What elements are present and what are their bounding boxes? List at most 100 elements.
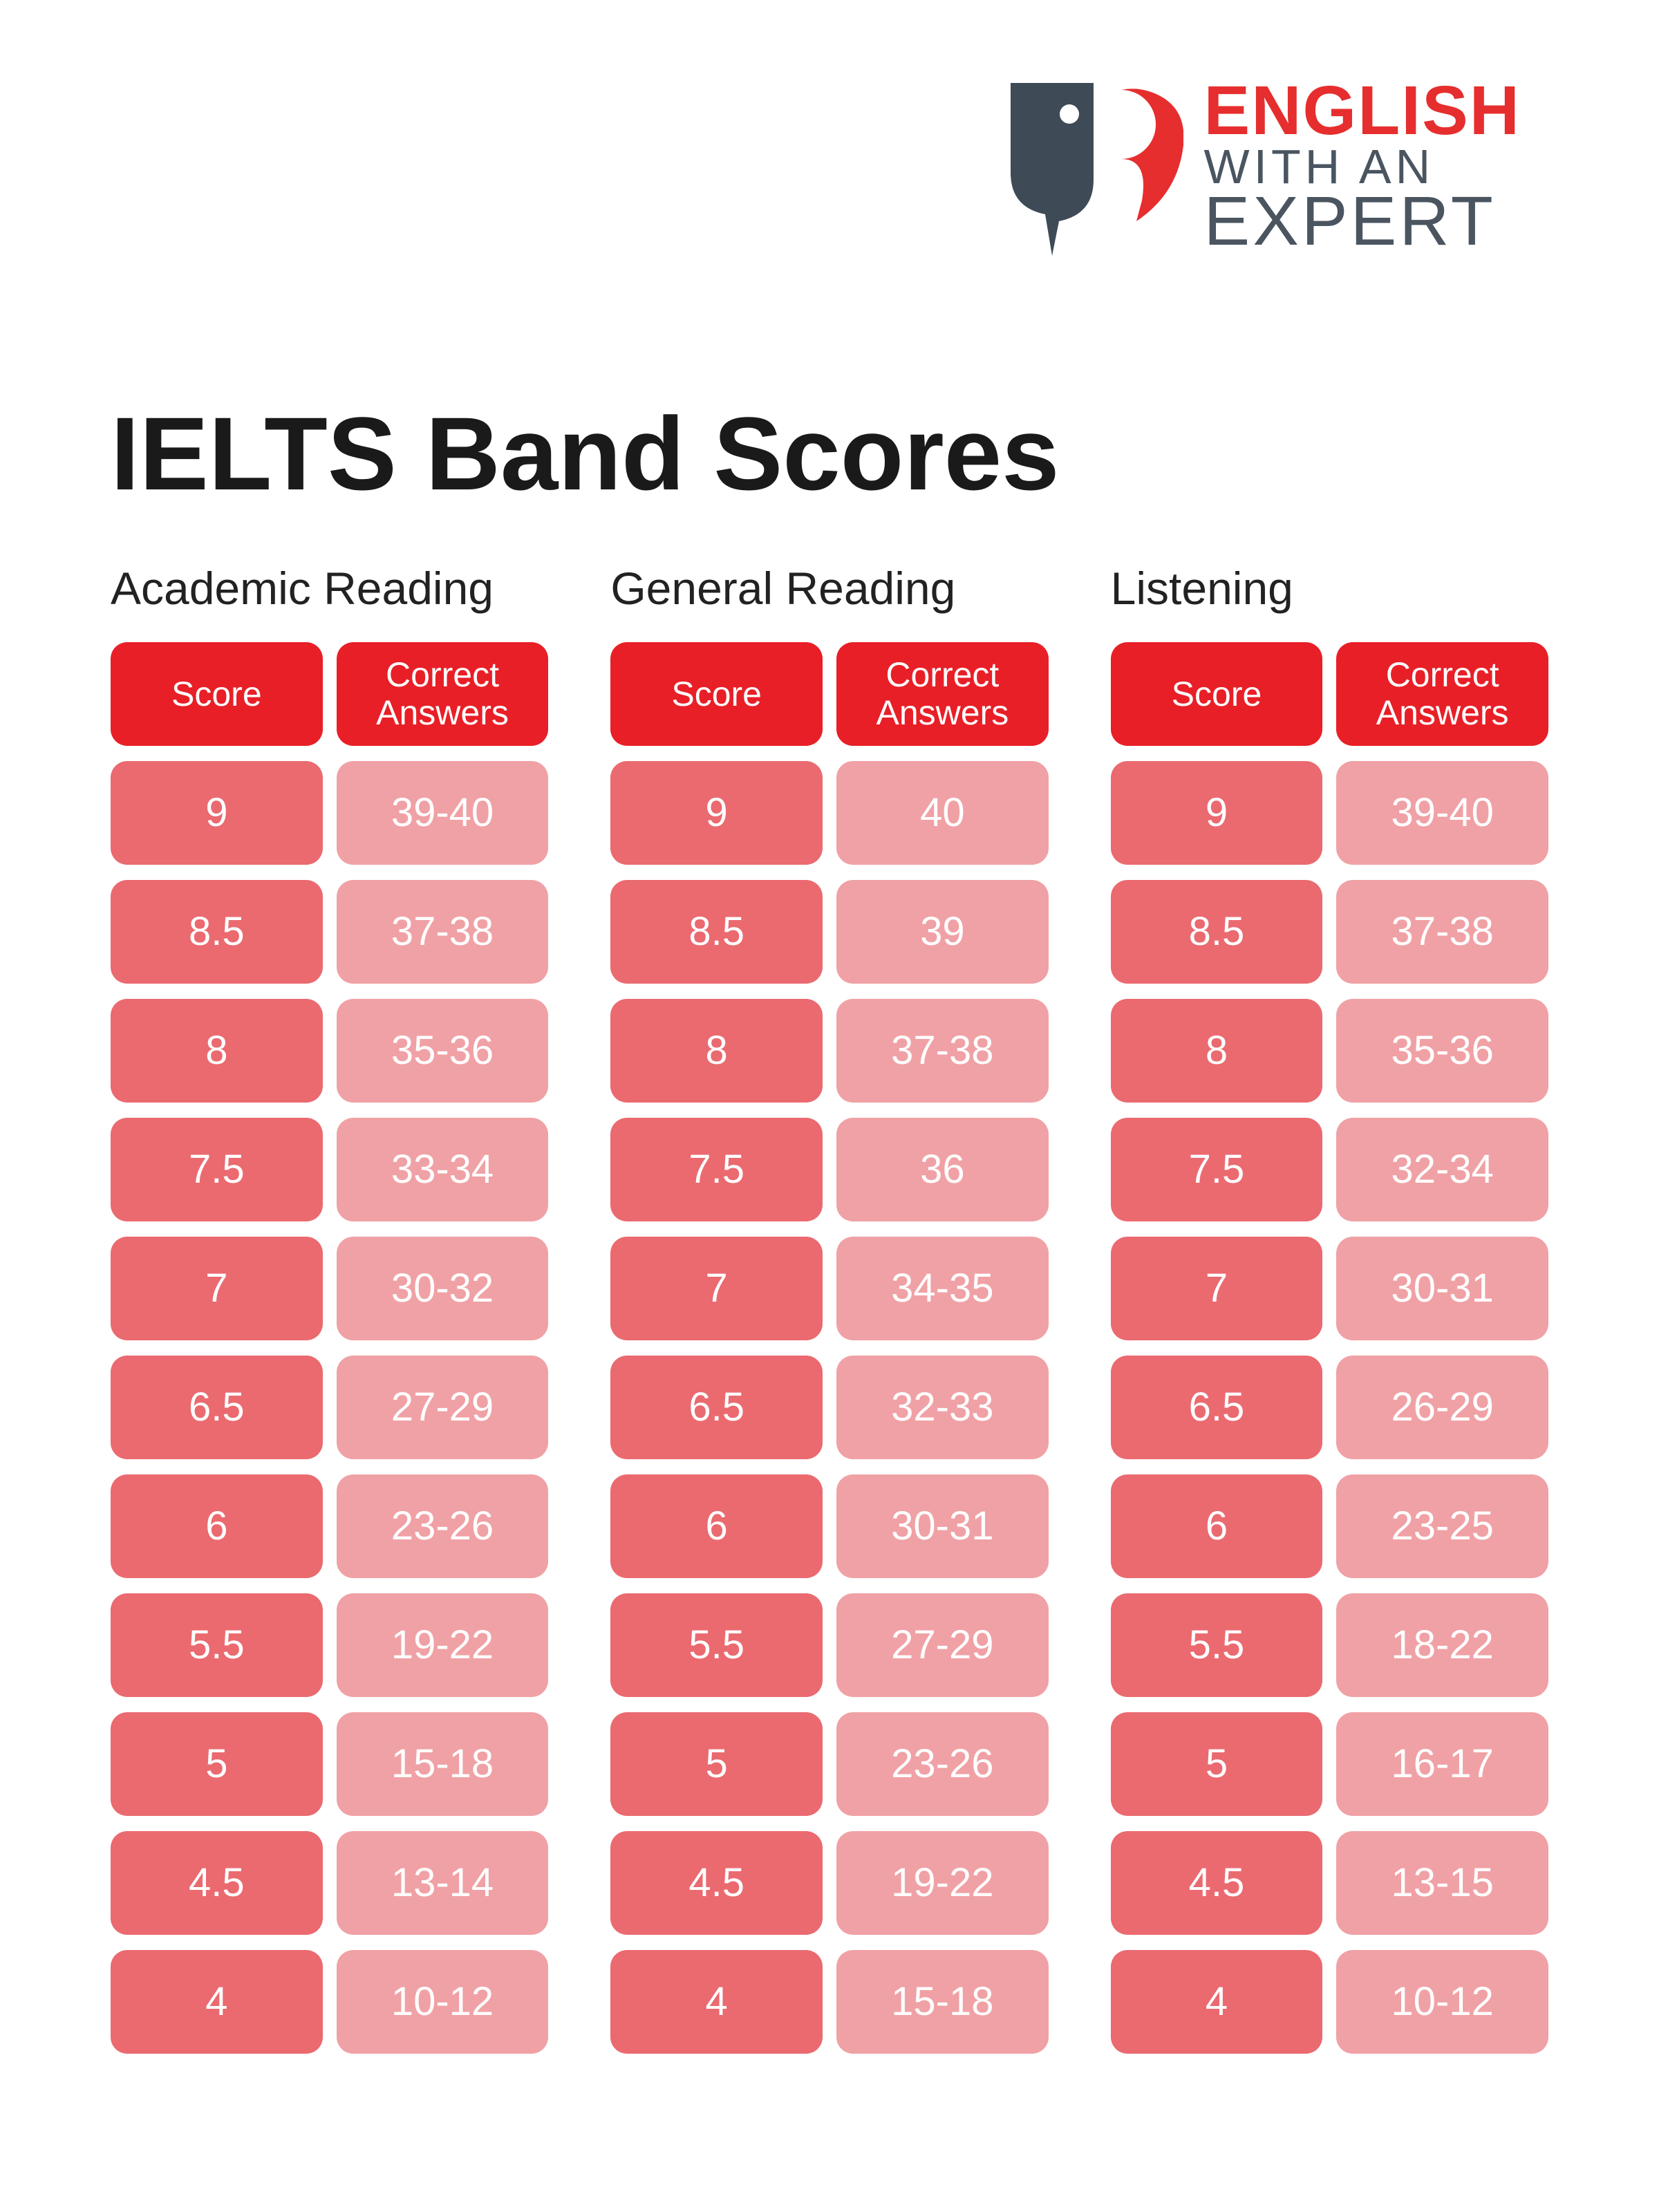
score-table: Academic Reading ScoreCorrect Answers939-… [111, 562, 548, 2069]
brand-line-3: EXPERT [1204, 187, 1521, 256]
table-header-row: ScoreCorrect Answers [1111, 642, 1548, 746]
answers-cell: 30-31 [1336, 1237, 1548, 1340]
table-row: 734-35 [610, 1237, 1048, 1340]
score-cell: 5.5 [610, 1593, 823, 1697]
score-cell: 4.5 [610, 1831, 823, 1935]
score-cell: 7 [610, 1237, 823, 1340]
answers-cell: 35-36 [1336, 999, 1548, 1103]
table-row: 7.532-34 [1111, 1118, 1548, 1221]
header-answers: Correct Answers [1336, 642, 1548, 746]
score-cell: 6.5 [111, 1356, 323, 1459]
answers-cell: 13-15 [1336, 1831, 1548, 1935]
answers-cell: 30-31 [836, 1474, 1049, 1578]
brand-text: ENGLISH WITH AN EXPERT [1204, 76, 1521, 256]
score-cell: 9 [1111, 761, 1323, 865]
score-cell: 8 [111, 999, 323, 1103]
table-row: 7.536 [610, 1118, 1048, 1221]
score-cell: 9 [610, 761, 823, 865]
answers-cell: 30-32 [337, 1237, 549, 1340]
score-table: ListeningScoreCorrect Answers939-408.537… [1111, 562, 1548, 2069]
answers-cell: 23-26 [836, 1712, 1049, 1816]
score-cell: 7.5 [1111, 1118, 1323, 1221]
table-row: 5.519-22 [111, 1593, 548, 1697]
table-row: 630-31 [610, 1474, 1048, 1578]
answers-cell: 36 [836, 1118, 1049, 1221]
section-title: General Reading [610, 562, 1048, 615]
score-tables: Academic ReadingScoreCorrect Answers939-… [111, 562, 1548, 2069]
brand-mark-icon [1004, 76, 1183, 256]
table-row: 523-26 [610, 1712, 1048, 1816]
table-row: 623-26 [111, 1474, 548, 1578]
table-row: 8.539 [610, 880, 1048, 984]
table-row: 7.533-34 [111, 1118, 548, 1221]
score-cell: 7.5 [111, 1118, 323, 1221]
score-cell: 6.5 [1111, 1356, 1323, 1459]
table-row: 835-36 [111, 999, 548, 1103]
answers-cell: 23-25 [1336, 1474, 1548, 1578]
answers-cell: 27-29 [836, 1593, 1049, 1697]
header-score: Score [111, 642, 323, 746]
score-cell: 8 [1111, 999, 1323, 1103]
score-cell: 5 [610, 1712, 823, 1816]
answers-cell: 13-14 [337, 1831, 549, 1935]
score-cell: 8 [610, 999, 823, 1103]
answers-cell: 37-38 [337, 880, 549, 984]
score-cell: 6 [610, 1474, 823, 1578]
score-table: General ReadingScoreCorrect Answers9408.… [610, 562, 1048, 2069]
table-row: 4.513-14 [111, 1831, 548, 1935]
answers-cell: 39 [836, 880, 1049, 984]
table-row: 6.532-33 [610, 1356, 1048, 1459]
score-cell: 7 [111, 1237, 323, 1340]
answers-cell: 39-40 [337, 761, 549, 865]
score-cell: 7 [1111, 1237, 1323, 1340]
score-cell: 5 [111, 1712, 323, 1816]
table-row: 415-18 [610, 1950, 1048, 2054]
score-cell: 4 [610, 1950, 823, 2054]
table-row: 410-12 [111, 1950, 548, 2054]
header-score: Score [1111, 642, 1323, 746]
score-cell: 4 [111, 1950, 323, 2054]
table-row: 8.537-38 [1111, 880, 1548, 984]
table-row: 939-40 [1111, 761, 1548, 865]
speech-bubble-icon [1011, 83, 1094, 256]
header-answers: Correct Answers [337, 642, 549, 746]
answers-cell: 19-22 [337, 1593, 549, 1697]
answers-cell: 32-33 [836, 1356, 1049, 1459]
answers-cell: 37-38 [836, 999, 1049, 1103]
table-row: 4.513-15 [1111, 1831, 1548, 1935]
table-row: 730-31 [1111, 1237, 1548, 1340]
score-cell: 6 [1111, 1474, 1323, 1578]
table-header-row: ScoreCorrect Answers [610, 642, 1048, 746]
table-row: 5.527-29 [610, 1593, 1048, 1697]
table-row: 515-18 [111, 1712, 548, 1816]
score-cell: 6.5 [610, 1356, 823, 1459]
table-row: 5.518-22 [1111, 1593, 1548, 1697]
comma-icon [1121, 88, 1183, 221]
score-cell: 8.5 [1111, 880, 1323, 984]
score-cell: 6 [111, 1474, 323, 1578]
section-title: Listening [1111, 562, 1548, 615]
answers-cell: 34-35 [836, 1237, 1049, 1340]
table-row: 730-32 [111, 1237, 548, 1340]
page: ENGLISH WITH AN EXPERT IELTS Band Scores… [0, 0, 1659, 2212]
score-cell: 5.5 [111, 1593, 323, 1697]
answers-cell: 39-40 [1336, 761, 1548, 865]
brand-line-1: ENGLISH [1204, 76, 1521, 145]
answers-cell: 35-36 [337, 999, 549, 1103]
answers-cell: 27-29 [337, 1356, 549, 1459]
table-row: 6.526-29 [1111, 1356, 1548, 1459]
score-cell: 5.5 [1111, 1593, 1323, 1697]
score-cell: 9 [111, 761, 323, 865]
header-score: Score [610, 642, 823, 746]
score-cell: 4 [1111, 1950, 1323, 2054]
header-answers: Correct Answers [836, 642, 1049, 746]
answers-cell: 26-29 [1336, 1356, 1548, 1459]
table-row: 8.537-38 [111, 880, 548, 984]
answers-cell: 15-18 [337, 1712, 549, 1816]
answers-cell: 33-34 [337, 1118, 549, 1221]
brand-logo: ENGLISH WITH AN EXPERT [1004, 76, 1521, 256]
answers-cell: 40 [836, 761, 1049, 865]
answers-cell: 18-22 [1336, 1593, 1548, 1697]
section-title: Academic Reading [111, 562, 548, 615]
score-cell: 7.5 [610, 1118, 823, 1221]
